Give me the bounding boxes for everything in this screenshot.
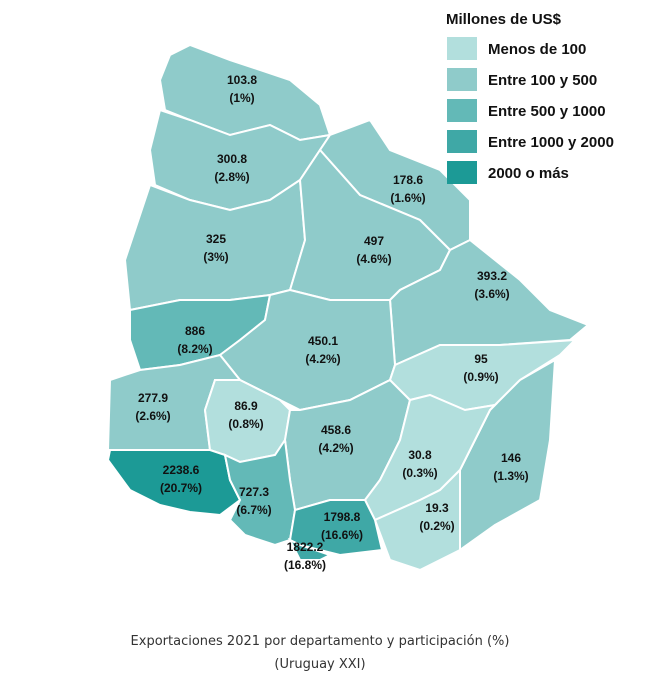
value-label: 393.2 [477, 269, 507, 283]
value-label: 95 [474, 352, 488, 366]
legend-swatch [447, 99, 477, 122]
share-label: (1%) [229, 91, 254, 105]
value-label: 727.3 [239, 485, 269, 499]
legend-label: Entre 100 y 500 [488, 72, 597, 89]
share-label: (1.6%) [390, 191, 425, 205]
legend-swatch [447, 161, 477, 184]
department [218, 288, 397, 412]
labels: 103.8 (1%) 300.8 (2.8%) 178.6 (1.6%) 325 (3%) 49… [135, 73, 528, 572]
share-label: (2.8%) [214, 170, 249, 184]
value-label: 30.8 [408, 448, 432, 462]
share-label: (20.7%) [160, 481, 202, 495]
share-label: (16.6%) [321, 528, 363, 542]
value-label: 325 [206, 232, 226, 246]
share-label: (1.3%) [493, 469, 528, 483]
value-label: 2238.6 [163, 463, 200, 477]
value-label: 458.6 [321, 423, 351, 437]
share-label: (3%) [203, 250, 228, 264]
value-label: 300.8 [217, 152, 247, 166]
caption: Exportaciones 2021 por departamento y pa… [131, 634, 510, 649]
legend-label: 2000 o más [488, 165, 569, 182]
department [106, 449, 242, 517]
value-label: 103.8 [227, 73, 257, 87]
share-label: (2.6%) [135, 409, 170, 423]
value-label: 450.1 [308, 334, 338, 348]
value-label: 146 [501, 451, 521, 465]
legend-swatch [447, 68, 477, 91]
value-label: 1822.2 [287, 540, 324, 554]
value-label: 19.3 [425, 501, 449, 515]
regions [106, 43, 590, 572]
legend-swatch [447, 37, 477, 60]
legend-label: Entre 500 y 1000 [488, 103, 606, 120]
department [287, 537, 333, 561]
value-label: 86.9 [234, 399, 258, 413]
legend-swatch [447, 130, 477, 153]
share-label: (0.9%) [463, 370, 498, 384]
share-label: (0.8%) [228, 417, 263, 431]
value-label: 277.9 [138, 391, 168, 405]
value-label: 886 [185, 324, 205, 338]
share-label: (8.2%) [177, 342, 212, 356]
value-label: 497 [364, 234, 384, 248]
legend-label: Entre 1000 y 2000 [488, 134, 614, 151]
value-label: 178.6 [393, 173, 423, 187]
share-label: (6.7%) [236, 503, 271, 517]
share-label: (4.2%) [318, 441, 353, 455]
share-label: (0.2%) [419, 519, 454, 533]
share-label: (0.3%) [402, 466, 437, 480]
department [373, 467, 461, 572]
share-label: (3.6%) [474, 287, 509, 301]
share-label: (4.2%) [305, 352, 340, 366]
legend-label: Menos de 100 [488, 41, 586, 58]
share-label: (16.8%) [284, 558, 326, 572]
caption-source: (Uruguay XXI) [274, 657, 365, 672]
legend-title: Millones de US$ [446, 11, 562, 28]
share-label: (4.6%) [356, 252, 391, 266]
legend: Menos de 100 Entre 100 y 500 Entre 500 y 1… [447, 37, 614, 184]
value-label: 1798.8 [324, 510, 361, 524]
